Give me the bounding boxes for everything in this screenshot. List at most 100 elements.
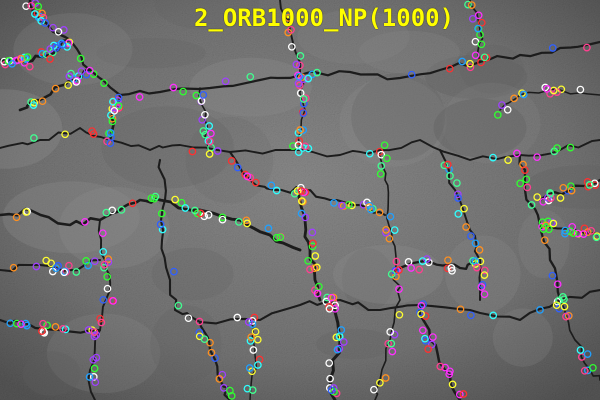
keypoint-marker [445,370,454,379]
keypoint-marker [522,175,531,184]
keypoint-marker [51,84,60,93]
mud-plate [442,82,541,164]
mud-plate [150,305,222,384]
keypoint-marker [249,346,258,354]
keypoint-marker [553,144,561,152]
keypoint-marker [385,234,394,243]
keypoint-marker [246,72,255,81]
mud-plate [58,186,170,269]
keypoint-marker [218,213,227,222]
keypoint-marker [533,193,542,201]
keypoint-marker [295,72,304,81]
keypoint-marker [296,52,305,60]
keypoint-marker [468,14,477,23]
keypoint-marker [329,384,338,392]
keypoint-marker [89,130,98,138]
keypoint-marker [309,239,317,248]
keypoint-marker [73,76,82,85]
keypoint-marker [226,386,234,395]
keypoint-marker [42,50,51,59]
keypoint-marker [85,373,94,381]
keypoint-marker [254,361,262,369]
keypoint-marker [326,374,334,383]
keypoint-marker [454,210,463,218]
keypoint-marker [377,162,386,170]
keypoint-marker [284,8,293,17]
keypoint-marker [52,44,60,52]
keypoint-marker [381,374,390,382]
keypoint-marker [52,264,60,273]
keypoint-marker [533,153,541,162]
keypoint-marker [96,314,104,323]
keypoint-marker [407,70,416,79]
keypoint-marker [480,271,489,279]
keypoint-marker [380,141,389,150]
mud-plate [433,98,527,158]
keypoint-marker [84,261,92,270]
keypoint-marker [456,305,465,314]
keypoint-marker [296,126,305,134]
keypoint-marker [109,97,117,106]
keypoint-marker [308,228,317,237]
keypoint-marker [9,263,18,272]
keypoint-marker [171,195,179,204]
keypoint-marker [583,43,591,52]
keypoint-marker [297,197,306,205]
keypoint-marker [301,213,310,222]
keypoint-marker [41,19,49,27]
mud-plate [297,9,410,64]
keypoint-marker [440,161,449,170]
keypoint-marker [267,181,276,190]
keypoint-marker [443,160,452,169]
keypoint-marker [498,101,506,109]
keypoint-marker [12,213,21,222]
keypoint-marker [477,40,486,49]
mud-plate [189,57,312,117]
keypoint-marker [64,81,73,90]
keypoint-marker [211,354,219,362]
keypoint-marker [388,347,397,356]
keypoint-marker [103,272,112,281]
keypoint-marker [37,17,46,25]
keypoint-marker [560,302,569,311]
keypoint-marker [540,236,549,245]
keypoint-marker [241,170,250,179]
keypoint-marker [370,385,378,394]
keypoint-marker [188,147,197,156]
keypoint-marker [327,386,336,395]
keypoint-marker [244,318,253,326]
keypoint-marker [235,218,243,226]
keypoint-marker [276,233,285,242]
keypoint-marker [424,345,433,353]
keypoint-marker [177,198,186,207]
keypoint-marker [170,267,178,276]
keypoint-marker [567,182,575,191]
keypoint-marker [327,293,336,302]
keypoint-marker [100,79,108,87]
keypoint-marker [580,366,589,375]
keypoint-marker [310,264,319,273]
keypoint-marker [477,18,486,27]
keypoint-marker [579,230,588,238]
keypoint-marker [386,212,395,221]
keypoint-marker [25,62,34,71]
keypoint-marker [455,390,464,399]
keypoint-marker [480,266,489,275]
keypoint-marker [38,50,47,58]
mud-plate [358,30,460,74]
keypoint-marker [32,262,41,271]
mud-plate [96,38,207,69]
keypoint-marker [553,280,562,289]
keypoint-marker [513,149,521,158]
keypoint-marker [382,228,390,237]
keypoint-marker [589,363,597,372]
keypoint-marker [251,178,260,187]
keypoint-marker [333,345,342,354]
keypoint-marker [251,327,260,336]
keypoint-marker [47,259,55,268]
mud-plate [46,313,161,394]
keypoint-marker [103,284,112,293]
keypoint-marker [448,266,456,275]
keypoint-marker [460,204,468,213]
